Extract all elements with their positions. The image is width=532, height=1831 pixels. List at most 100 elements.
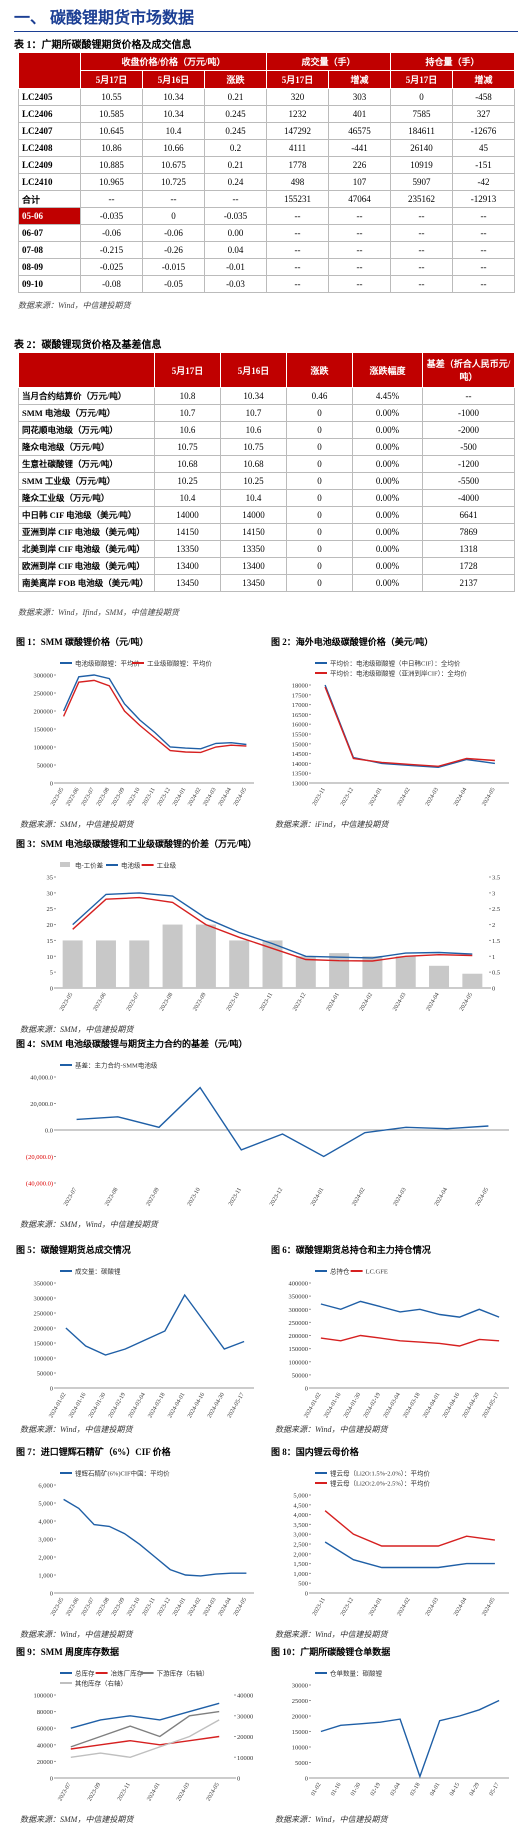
x-tick-label: 2024-01 [326, 992, 341, 1012]
series-line [70, 1719, 220, 1759]
y-tick-label: 16000 [292, 722, 308, 729]
x-tick-label: 2024-01 [146, 1782, 161, 1802]
table-row: 隆众电池级（万元/吨） 10.75 10.75 0 0.00% -500 [18, 438, 515, 456]
x-tick-label: 2023-11 [259, 992, 274, 1012]
x-tick-label: 03-04 [390, 1782, 402, 1797]
x-tick-label: 2024-05 [206, 1782, 221, 1802]
y-tick-label: 5,000 [38, 1501, 53, 1508]
x-tick-label: 2023-08 [96, 1597, 111, 1617]
y-tick-label: 20,000.0 [30, 1101, 53, 1108]
bar [262, 940, 283, 988]
x-tick-label: 2024-02 [351, 1187, 366, 1207]
legend-label: 基差：主力合约-SMM电池级 [75, 1061, 158, 1070]
y-tick-label: 40000 [37, 1742, 53, 1749]
table-cell: -- [328, 275, 392, 293]
y-tick-label: 100000 [34, 745, 54, 752]
y-tick-label: 1,500 [293, 1561, 308, 1568]
x-tick-label: 2023-11 [228, 1187, 243, 1207]
series-line [324, 1510, 495, 1547]
y-tick-label: 5,000 [293, 1493, 308, 1500]
x-tick-label: 2024-04-16 [442, 1392, 461, 1419]
series-line [62, 679, 247, 754]
figure-source: 数据来源：iFind，中信建投期货 [275, 820, 389, 829]
bar [129, 940, 150, 988]
y2-tick-label: 0 [237, 1776, 240, 1783]
x-tick-label: 2024-03-04 [128, 1392, 147, 1419]
header-cell [18, 52, 81, 89]
legend-label: 平均价：电池级碳酸锂（中日韩CIF）：全均价 [330, 659, 461, 668]
legend-label: 总持仓 [330, 1267, 350, 1276]
bar [195, 924, 216, 988]
y-tick-label: 250000 [34, 691, 54, 698]
y-tick-label: 15 [47, 938, 54, 945]
table-row: 欧洲到岸 CIF 电池级（美元/吨） 13400 13400 0 0.00% 1728 [18, 557, 515, 575]
y-tick-label: 3,000 [293, 1532, 308, 1539]
x-tick-label: 2024-04-16 [187, 1392, 206, 1419]
x-tick-label: 2024-01-30 [88, 1392, 107, 1419]
x-tick-label: 2023-10 [187, 1187, 202, 1207]
y-tick-label: 0 [50, 781, 53, 788]
header-cell: 基差（折合人民币元/吨） [422, 352, 515, 388]
y-tick-label: 20 [47, 922, 54, 929]
legend-label: 工业级 [157, 861, 177, 870]
y-tick-label: 0 [305, 1776, 308, 1783]
table-row: LC2410 10.965 10.725 0.24 498 107 5907 -42 [18, 173, 516, 191]
series-line [65, 1293, 245, 1356]
table-cell: -- [390, 275, 454, 293]
spot-table: 5月17日 5月16日 涨跌 涨跌幅度 基差（折合人民币元/吨） 当月合约结算价（万元/吨… [18, 352, 515, 592]
y-tick-label: 14500 [292, 751, 308, 758]
y-tick-label: 200000 [34, 1326, 54, 1333]
x-tick-label: 04-29 [469, 1782, 481, 1797]
x-tick-label: 2024-04-01 [422, 1392, 441, 1419]
legend-label: 平均价：电池级碳酸锂（亚洲到岸CIF）：全均价 [330, 669, 467, 678]
series-line [70, 1735, 220, 1750]
x-tick-label: 2023-11 [142, 1597, 157, 1617]
x-tick-label: 2024-02-19 [363, 1392, 382, 1419]
y-tick-label: 60000 [37, 1726, 53, 1733]
sub-header: 增减 [452, 70, 516, 89]
x-tick-label: 2023-06 [65, 787, 80, 807]
x-tick-label: 2024-05 [481, 1597, 496, 1617]
y-tick-label: 30 [47, 890, 54, 897]
x-tick-label: 2024-01-02 [48, 1392, 67, 1419]
y-tick-label: 2,000 [293, 1551, 308, 1558]
y-tick-label: 250000 [289, 1320, 309, 1327]
figure-title: 图 5：碳酸锂期货总成交情况 [16, 1244, 131, 1255]
x-tick-label: 2024-05 [233, 1597, 248, 1617]
table-cell: -- [328, 258, 392, 276]
y2-tick-label: 10000 [237, 1755, 253, 1762]
y2-tick-label: 3.5 [492, 875, 500, 882]
figure-source: 数据来源：SMM，中信建投期货 [20, 820, 134, 829]
x-tick-label: 2023-10 [126, 1597, 141, 1617]
x-tick-label: 2024-04 [453, 1597, 468, 1617]
x-tick-label: 2023-12 [292, 992, 307, 1012]
y-tick-label: 30000 [292, 1683, 308, 1690]
sub-header: 5月17日 [80, 70, 143, 89]
figure-title: 图 8：国内锂云母价格 [271, 1446, 360, 1457]
y-tick-label: 25000 [292, 1698, 308, 1705]
series-line [320, 1334, 500, 1347]
x-tick-label: 2024-04-30 [462, 1392, 481, 1419]
x-tick-label: 2023-11 [312, 1597, 327, 1617]
figure-source: 数据来源：SMM，中信建投期货 [20, 1025, 134, 1034]
y-tick-label: 18000 [292, 683, 308, 690]
header-row: 收盘价格/价格（万元/吨） 成交量（手） 持仓量（手） [18, 52, 516, 89]
group-header: 成交量（手） [266, 52, 392, 71]
x-tick-label: 2023-08 [159, 992, 174, 1012]
x-tick-label: 2024-02 [397, 1597, 412, 1617]
x-tick-label: 2024-02 [187, 1597, 202, 1617]
y-tick-label: 1,000 [38, 1573, 53, 1580]
x-tick-label: 2024-04-01 [167, 1392, 186, 1419]
y-tick-label: 2,500 [293, 1542, 308, 1549]
y-tick-label: 3,500 [293, 1522, 308, 1529]
figure-title: 图 2：海外电池级碳酸锂价格（美元/吨） [271, 636, 433, 647]
x-tick-label: 2024-04 [434, 1187, 449, 1207]
x-tick-label: 2023-09 [145, 1187, 160, 1207]
y-tick-label: 6,000 [38, 1483, 53, 1490]
header-cell [18, 352, 155, 388]
series-line [324, 684, 495, 769]
table-row: LC2405 10.55 10.34 0.21 320 303 0 -458 [18, 88, 516, 106]
y-tick-label: 14000 [292, 761, 308, 768]
section-heading: 一、 碳酸锂期货市场数据 [14, 4, 518, 32]
y-tick-label: 20000 [37, 1759, 53, 1766]
